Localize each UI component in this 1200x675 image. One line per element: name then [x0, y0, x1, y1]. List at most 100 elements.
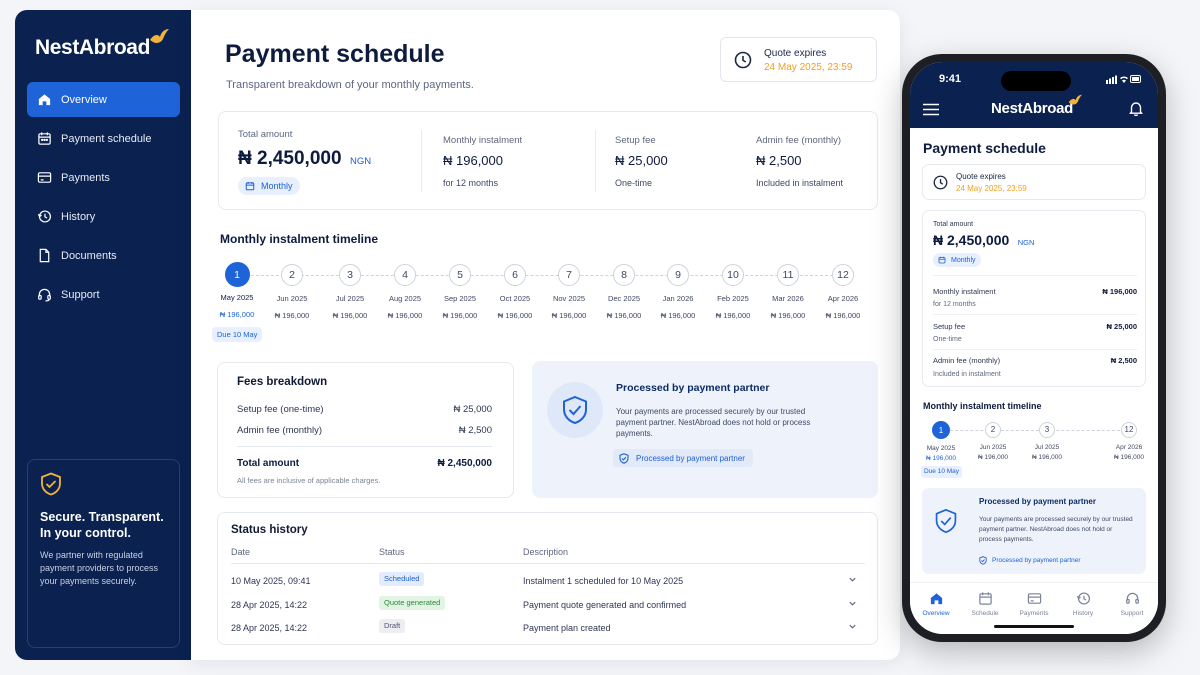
frequency-label: Monthly [261, 181, 293, 191]
quote-expires-value: 24 May 2025, 23:59 [956, 184, 1027, 193]
timeline-step[interactable]: 2 Jun 2025 ₦ 196,000 [262, 264, 322, 320]
due-date-badge: Due 10 May [212, 327, 263, 342]
timeline-step[interactable]: 1 May 2025 ₦ 196,000 [207, 262, 267, 319]
timeline-step[interactable]: 7 Nov 2025 ₦ 196,000 [539, 264, 599, 320]
chevron-down-icon[interactable] [848, 599, 857, 608]
step-number: 8 [613, 264, 635, 286]
tab-overview[interactable]: Overview [911, 591, 961, 617]
tab-history[interactable]: History [1058, 591, 1108, 617]
step-month: Mar 2026 [772, 294, 804, 303]
sidebar-item-label: Support [61, 288, 100, 301]
total-row: Total amount ₦ 2,450,000 [237, 458, 492, 469]
column-header-status: Status [379, 547, 405, 557]
chevron-down-icon[interactable] [848, 622, 857, 631]
timeline-step[interactable]: 5 Sep 2025 ₦ 196,000 [430, 264, 490, 320]
table-row[interactable]: 28 Apr 2025, 14:22 Draft Payment plan cr… [218, 619, 879, 639]
timeline-step[interactable]: 3 Jul 2025 ₦ 196,000 [1024, 422, 1070, 461]
timeline-step[interactable]: 1 May 2025 ₦ 196,000 [918, 421, 964, 462]
headset-icon [1125, 592, 1139, 604]
quote-expires-value: 24 May 2025, 23:59 [764, 62, 853, 73]
step-amount: ₦ 196,000 [770, 311, 806, 320]
frequency-label: Monthly [951, 256, 976, 264]
step-number: 1 [932, 421, 950, 439]
page-title: Payment schedule [225, 40, 445, 68]
home-icon [38, 94, 51, 106]
sidebar-item-support[interactable]: Support [27, 277, 180, 312]
fees-breakdown-card: Fees breakdown Setup fee (one-time) ₦ 25… [217, 362, 514, 498]
divider [933, 314, 1137, 315]
clock-icon [734, 51, 752, 69]
step-amount: ₦ 196,000 [715, 311, 751, 320]
step-amount: ₦ 196,000 [926, 455, 956, 462]
timeline-step[interactable]: 12 Apr 2026 ₦ 196,000 [1106, 422, 1152, 461]
bell-icon[interactable] [1129, 101, 1143, 116]
sidebar-item-history[interactable]: History [27, 199, 180, 234]
step-number: 3 [339, 264, 361, 286]
step-number: 2 [985, 422, 1001, 438]
sidebar-item-payment-schedule[interactable]: Payment schedule [27, 121, 180, 156]
step-amount: ₦ 196,000 [387, 311, 423, 320]
setup-fee-section: Setup fee ₦ 25,000 One-time [615, 112, 735, 211]
quote-expires-label: Quote expires [764, 48, 827, 59]
promo-title: Secure. Transparent. In your control. [40, 510, 164, 540]
timeline-connector [940, 430, 1130, 431]
step-month: Jun 2025 [979, 444, 1007, 451]
card-icon [1027, 593, 1041, 604]
row-description: Payment plan created [523, 623, 611, 633]
step-number: 7 [558, 264, 580, 286]
table-row[interactable]: 10 May 2025, 09:41 Scheduled Instalment … [218, 572, 879, 592]
timeline-step[interactable]: 11 Mar 2026 ₦ 196,000 [758, 264, 818, 320]
timeline-step[interactable]: 12 Apr 2026 ₦ 196,000 [813, 264, 873, 320]
step-amount: ₦ 196,000 [825, 311, 861, 320]
table-row[interactable]: 28 Apr 2025, 14:22 Quote generated Payme… [218, 596, 879, 616]
shield-check-icon [979, 556, 987, 565]
phone-header: 9:41 NestAbroad [910, 62, 1158, 128]
sidebar-item-documents[interactable]: Documents [27, 238, 180, 273]
tab-label: Schedule [971, 610, 999, 617]
brand-logo[interactable]: NestAbroad [35, 29, 169, 60]
headset-icon [38, 288, 51, 302]
step-amount: ₦ 196,000 [332, 311, 368, 320]
chevron-down-icon[interactable] [848, 575, 857, 584]
shield-check-icon [563, 395, 587, 425]
sidebar-item-payments[interactable]: Payments [27, 160, 180, 195]
tab-label: Payments [1019, 610, 1049, 617]
monthly-instalment-sub: for 12 months [933, 301, 976, 308]
partner-badge: Processed by payment partner [613, 449, 753, 467]
partner-badge-label: Processed by payment partner [992, 557, 1081, 564]
calendar-icon [245, 181, 255, 191]
row-date: 10 May 2025, 09:41 [231, 576, 311, 586]
step-month: Apr 2026 [1115, 444, 1143, 451]
quote-expires-card: Quote expires 24 May 2025, 23:59 [720, 37, 877, 82]
timeline-step[interactable]: 8 Dec 2025 ₦ 196,000 [594, 264, 654, 320]
setup-fee-sub: One-time [933, 336, 962, 343]
tab-support[interactable]: Support [1107, 591, 1157, 617]
total-label: Total amount [237, 458, 300, 469]
timeline-step[interactable]: 2 Jun 2025 ₦ 196,000 [970, 422, 1016, 461]
step-amount: ₦ 196,000 [219, 310, 255, 319]
timeline-step[interactable]: 3 Jul 2025 ₦ 196,000 [320, 264, 380, 320]
step-number: 9 [667, 264, 689, 286]
divider [595, 130, 596, 192]
tab-payments[interactable]: Payments [1009, 591, 1059, 617]
timeline-step[interactable]: 10 Feb 2025 ₦ 196,000 [703, 264, 763, 320]
brand-name: NestAbroad [35, 36, 151, 59]
hamburger-menu-icon[interactable] [923, 103, 939, 116]
admin-fee-label: Admin fee (monthly) [756, 135, 842, 146]
tab-schedule[interactable]: Schedule [960, 591, 1010, 617]
divider [231, 563, 865, 564]
step-amount: ₦ 196,000 [442, 311, 478, 320]
sidebar-item-overview[interactable]: Overview [27, 82, 180, 117]
timeline-step[interactable]: 4 Aug 2025 ₦ 196,000 [375, 264, 435, 320]
timeline-step[interactable]: 9 Jan 2026 ₦ 196,000 [648, 264, 708, 320]
brand-logo[interactable]: NestAbroad [991, 94, 1082, 117]
fees-breakdown-title: Fees breakdown [237, 376, 328, 388]
brand-name: NestAbroad [991, 100, 1074, 117]
shield-check-icon [619, 452, 629, 464]
step-number: 6 [504, 264, 526, 286]
step-amount: ₦ 196,000 [1032, 454, 1062, 461]
timeline-connector [236, 275, 843, 276]
step-number: 3 [1039, 422, 1055, 438]
status-history-card: Status history Date Status Description 1… [217, 512, 878, 645]
timeline-step[interactable]: 6 Oct 2025 ₦ 196,000 [485, 264, 545, 320]
